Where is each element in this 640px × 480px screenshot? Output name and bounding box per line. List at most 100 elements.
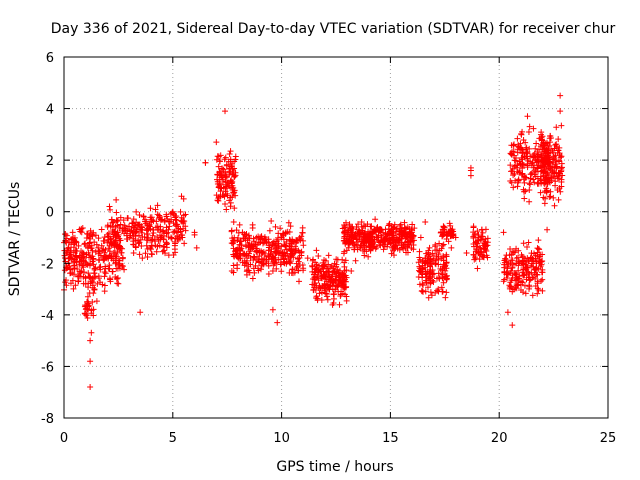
series-point <box>156 213 163 220</box>
data-point <box>392 242 399 249</box>
data-point <box>439 288 446 295</box>
data-point <box>287 254 294 261</box>
data-point <box>406 241 413 248</box>
data-point <box>291 269 298 276</box>
data-point <box>237 247 244 254</box>
series-point <box>84 293 91 300</box>
data-point <box>113 196 120 203</box>
data-point <box>511 141 518 148</box>
axis-ticks <box>63 56 609 419</box>
data-point <box>432 241 439 248</box>
data-point <box>144 231 151 238</box>
data-point <box>440 241 447 248</box>
data-point <box>182 223 189 230</box>
data-point <box>312 269 319 276</box>
data-point <box>531 150 538 157</box>
data-point <box>236 250 243 257</box>
data-point <box>537 151 544 158</box>
data-point <box>262 250 269 257</box>
data-point <box>110 257 117 264</box>
series-point <box>287 260 294 267</box>
data-point <box>539 287 546 294</box>
data-point <box>163 239 170 246</box>
data-point <box>63 232 70 239</box>
data-point <box>285 219 292 226</box>
data-point <box>170 229 177 236</box>
data-point <box>541 163 548 170</box>
data-point <box>470 223 477 230</box>
data-point <box>106 248 113 255</box>
series-point <box>517 278 524 285</box>
data-point <box>238 242 245 249</box>
data-point <box>310 256 317 263</box>
data-point <box>176 234 183 241</box>
data-point <box>523 266 530 273</box>
data-point <box>160 236 167 243</box>
data-point <box>340 281 347 288</box>
data-point <box>236 221 243 228</box>
series-point <box>74 255 81 262</box>
data-point <box>88 329 95 336</box>
series-point <box>356 244 363 251</box>
data-point <box>514 135 521 142</box>
series-point <box>417 234 424 241</box>
data-point <box>360 222 367 229</box>
data-point <box>105 245 112 252</box>
data-point <box>558 167 565 174</box>
series-point <box>500 229 507 236</box>
data-point <box>513 274 520 281</box>
data-point <box>224 179 231 186</box>
data-point <box>344 229 351 236</box>
series-point <box>134 221 141 228</box>
data-point <box>447 222 454 229</box>
outlier-point <box>467 172 474 179</box>
data-point <box>539 133 546 140</box>
data-point <box>90 290 97 297</box>
data-point <box>519 260 526 267</box>
series-point <box>439 273 446 280</box>
data-point <box>547 133 554 140</box>
data-point <box>520 137 527 144</box>
data-point <box>132 244 139 251</box>
data-point <box>67 280 74 287</box>
data-point <box>550 194 557 201</box>
data-point <box>373 233 380 240</box>
series-point <box>474 265 481 272</box>
data-point <box>138 242 145 249</box>
data-point <box>136 239 143 246</box>
data-point <box>553 141 560 148</box>
data-point <box>518 172 525 179</box>
data-point <box>384 243 391 250</box>
series-point <box>387 237 394 244</box>
data-point <box>229 170 236 177</box>
data-point <box>537 189 544 196</box>
data-point <box>158 216 165 223</box>
data-point <box>534 280 541 287</box>
data-point <box>533 260 540 267</box>
series-point <box>463 249 470 256</box>
data-point <box>62 279 69 286</box>
data-point <box>512 284 519 291</box>
data-point <box>232 169 239 176</box>
series-point <box>213 139 220 146</box>
data-point <box>67 254 74 261</box>
outlier-point <box>87 337 94 344</box>
data-point <box>171 228 178 235</box>
data-point <box>558 153 565 160</box>
series-point <box>217 170 224 177</box>
data-point <box>343 274 350 281</box>
data-point <box>341 224 348 231</box>
data-point <box>423 277 430 284</box>
data-point <box>424 284 431 291</box>
data-point <box>433 275 440 282</box>
data-point <box>541 140 548 147</box>
data-point <box>526 283 533 290</box>
data-point <box>367 246 374 253</box>
data-point <box>544 139 551 146</box>
data-point <box>231 205 238 212</box>
data-point <box>138 223 145 230</box>
series-point <box>535 237 542 244</box>
data-point <box>313 265 320 272</box>
data-point <box>75 278 82 285</box>
data-point <box>518 144 525 151</box>
